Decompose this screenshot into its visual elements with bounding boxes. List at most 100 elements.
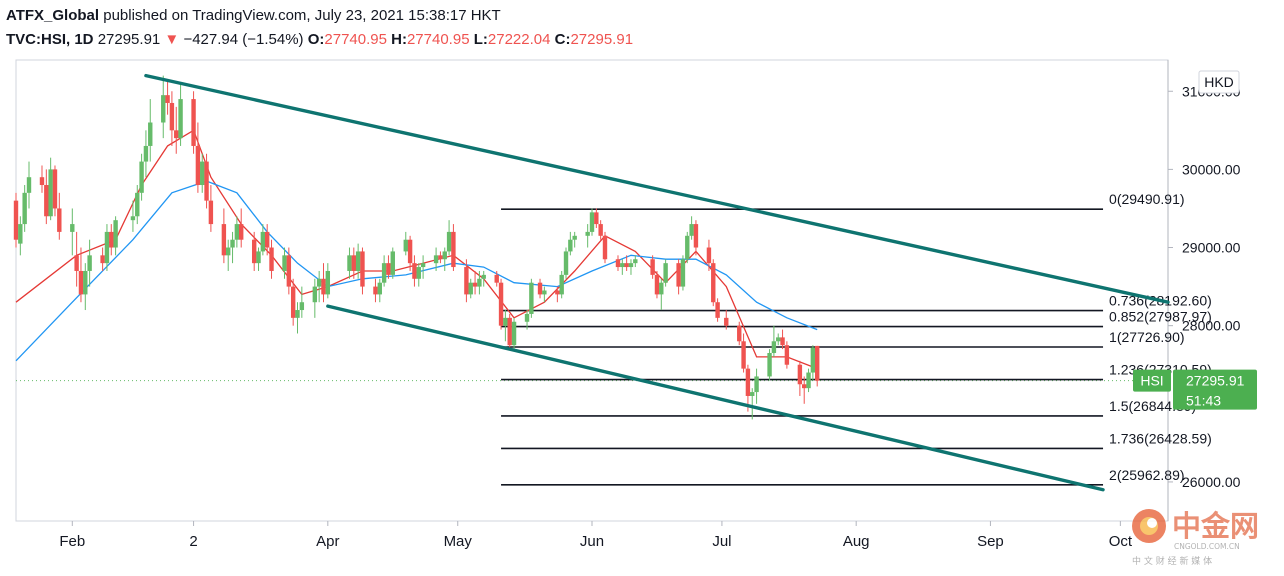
x-tick-label: Sep: [977, 533, 1004, 550]
candle-body: [542, 290, 547, 295]
candle: [282, 247, 287, 279]
candle-body: [745, 368, 751, 396]
candle: [18, 216, 23, 256]
candle-body: [109, 231, 114, 248]
candle: [178, 83, 183, 146]
candle-body: [563, 251, 569, 275]
candle: [680, 255, 686, 291]
symbol-label: TVC:HSI, 1D: [6, 31, 94, 48]
candle: [48, 157, 53, 221]
candle-body: [451, 231, 456, 268]
candle-body: [715, 302, 720, 318]
candle: [355, 243, 361, 279]
candle-body: [498, 282, 504, 326]
candle: [52, 165, 58, 217]
candle-body: [568, 239, 573, 252]
candle-body: [52, 169, 58, 209]
candle-body: [239, 224, 244, 240]
fib-level-label: 2(25962.89): [1109, 467, 1185, 483]
candle-body: [22, 192, 27, 225]
candle-body: [347, 255, 352, 271]
candle: [416, 263, 421, 287]
candle: [373, 278, 378, 303]
candle: [260, 224, 266, 256]
candle: [143, 130, 149, 178]
candle: [572, 231, 577, 248]
candle-body: [104, 231, 110, 264]
candle: [403, 231, 408, 256]
candle: [559, 270, 564, 299]
candle: [615, 255, 621, 271]
candle-body: [602, 235, 608, 260]
candle-body: [191, 99, 196, 146]
candle: [737, 321, 742, 346]
publish-info: published on TradingView.com, July 23, 2…: [103, 7, 501, 24]
candle: [468, 278, 473, 299]
channel-upper-line: [144, 73, 1170, 304]
candle: [256, 247, 261, 271]
candle: [654, 270, 660, 299]
x-tick-label: Aug: [843, 533, 870, 550]
candle-body: [815, 345, 820, 381]
candle-body: [594, 212, 599, 225]
channel-lower-line: [326, 304, 1105, 492]
candle-body: [464, 267, 469, 295]
candle: [360, 247, 365, 295]
candle-body: [477, 278, 482, 287]
candle: [104, 224, 110, 271]
candle: [472, 270, 478, 295]
candle-body: [13, 200, 19, 240]
candle-body: [381, 263, 387, 283]
candle: [100, 247, 105, 271]
author-name[interactable]: ATFX_Global: [6, 7, 100, 24]
candle: [806, 368, 811, 393]
x-tick-label: May: [444, 533, 473, 550]
candle-body: [269, 247, 274, 271]
candle-body: [256, 251, 261, 264]
candle-body: [598, 224, 603, 236]
candle-body: [290, 286, 296, 318]
candle: [381, 255, 387, 287]
candle-body: [481, 274, 486, 279]
close-label: C:: [554, 31, 571, 48]
candle-body: [693, 224, 699, 248]
candle: [226, 239, 231, 271]
candle-body: [446, 231, 452, 252]
last-price-tag: [1173, 369, 1257, 410]
candle-body: [390, 251, 395, 275]
candle-body: [797, 364, 803, 385]
candle-body: [628, 263, 634, 268]
candle: [312, 278, 318, 318]
x-tick-label: Jul: [712, 533, 731, 550]
candle: [44, 169, 49, 225]
candle: [316, 270, 322, 303]
candle-body: [70, 224, 75, 232]
candle: [659, 278, 664, 311]
candle: [802, 376, 807, 404]
x-tick-label: 2: [189, 533, 197, 550]
watermark-brand: 中金网: [1172, 509, 1259, 543]
candle: [555, 286, 560, 303]
candle-body: [200, 161, 205, 186]
candle: [477, 270, 482, 295]
candle-body: [771, 341, 777, 354]
candle-body: [503, 317, 508, 326]
last-price-tag-value: 27295.91: [1186, 373, 1245, 389]
candle-body: [208, 200, 214, 225]
candle: [221, 208, 227, 264]
x-tick-label: Apr: [316, 533, 339, 550]
x-tick-label: Oct: [1109, 533, 1133, 550]
candle: [208, 185, 214, 232]
candle: [139, 153, 144, 201]
candle-body: [165, 95, 170, 103]
candle-body: [806, 372, 811, 389]
candle-body: [403, 239, 408, 252]
candle: [70, 208, 75, 256]
candle: [745, 364, 751, 412]
candle-body: [416, 267, 421, 279]
candle: [351, 247, 357, 279]
candle: [693, 220, 699, 256]
candle: [724, 310, 729, 330]
candle-body: [234, 224, 240, 240]
